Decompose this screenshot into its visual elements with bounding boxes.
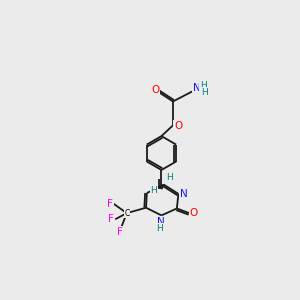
Text: C: C	[124, 208, 129, 217]
Text: H: H	[166, 173, 172, 182]
Text: O: O	[190, 208, 198, 218]
Text: H: H	[200, 81, 206, 90]
Text: N: N	[193, 83, 201, 93]
Text: H: H	[157, 224, 163, 233]
Text: F: F	[107, 199, 113, 209]
Text: N: N	[180, 189, 188, 199]
Text: H: H	[150, 186, 157, 195]
Text: N: N	[157, 217, 165, 226]
Text: O: O	[151, 85, 159, 95]
Text: F: F	[117, 226, 123, 237]
Text: F: F	[108, 214, 114, 224]
Text: O: O	[174, 121, 182, 131]
Text: H: H	[201, 88, 208, 97]
